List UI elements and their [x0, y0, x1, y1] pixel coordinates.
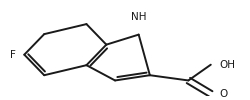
- Text: F: F: [10, 50, 16, 60]
- Text: NH: NH: [131, 12, 146, 22]
- Text: O: O: [220, 89, 228, 99]
- Text: OH: OH: [220, 60, 236, 70]
